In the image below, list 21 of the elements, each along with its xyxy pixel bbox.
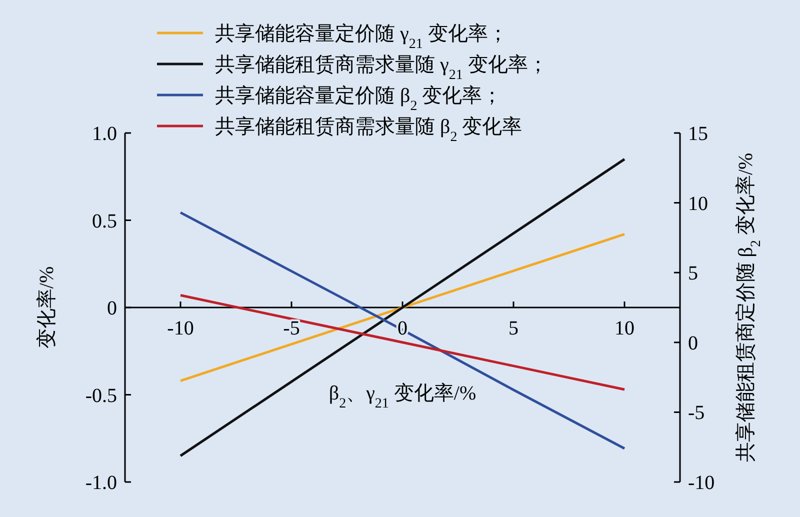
x-axis-title: β$_{2}$、γ$_{21}$ 变化率/% — [328, 382, 476, 411]
legend-label: 共享储能容量定价随 β$_{2}$ 变化率； — [215, 85, 502, 114]
y-tick-label: -0.5 — [85, 384, 117, 407]
y2-tick-label: 0 — [688, 332, 698, 354]
x-tick-label: 5 — [508, 318, 518, 340]
legend-label: 共享储能租赁商需求量随 γ$_{21}$ 变化率； — [215, 54, 548, 82]
y-tick-label: -1.0 — [85, 472, 117, 494]
x-tick-label: -5 — [283, 318, 300, 340]
y-tick-label: 0 — [107, 298, 117, 320]
y2-tick-label: -5 — [688, 402, 705, 424]
legend-label: 共享储能容量定价随 γ$_{21}$ 变化率； — [215, 23, 508, 52]
y-tick-label: 0.5 — [92, 210, 117, 232]
x-tick-label: -10 — [167, 318, 194, 340]
y-tick-label: 1.0 — [92, 123, 117, 145]
legend-label: 共享储能租赁商需求量随 β$_{2}$ 变化率 — [215, 116, 522, 144]
y2-tick-label: -10 — [688, 472, 715, 494]
y-axis-title: 变化率/% — [36, 266, 58, 349]
x-tick-label: 10 — [614, 318, 634, 340]
y2-tick-label: 5 — [688, 262, 698, 285]
y2-tick-label: 15 — [688, 123, 708, 145]
y2-tick-label: 10 — [688, 192, 708, 215]
